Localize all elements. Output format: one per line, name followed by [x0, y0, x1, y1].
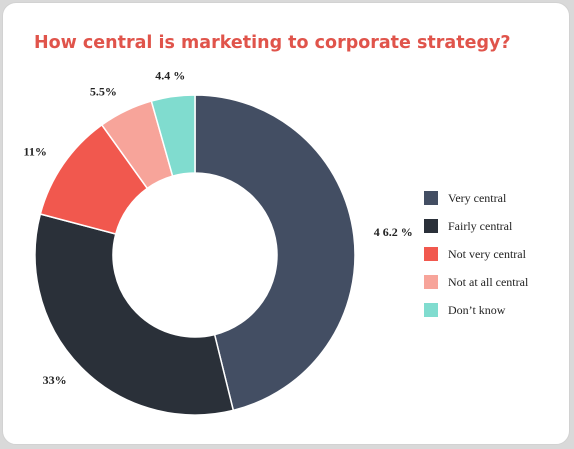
data-label-don-t-know: 4.4 % [155, 68, 185, 82]
chart-legend: Very central Fairly central Not very centr… [424, 191, 564, 331]
chart-title: How central is marketing to corporate st… [34, 33, 511, 53]
legend-label: Very central [448, 190, 507, 205]
legend-label: Don’t know [448, 302, 506, 317]
data-label-not-very-central: 11% [24, 144, 47, 158]
chart-card: How central is marketing to corporate st… [2, 2, 570, 445]
legend-label: Not very central [448, 246, 526, 261]
data-labels: 4 6.2 % 33% 11% 5.5% 4.4 % [24, 68, 413, 386]
donut-slices [34, 94, 356, 416]
legend-item-not-very-central: Not very central [424, 247, 564, 261]
legend-swatch [424, 275, 438, 289]
legend-item-very-central: Very central [424, 191, 564, 205]
slice-very-central [194, 94, 356, 412]
legend-swatch [424, 303, 438, 317]
legend-item-don-t-know: Don’t know [424, 303, 564, 317]
data-label-not-at-all-central: 5.5% [90, 85, 117, 99]
legend-swatch [424, 219, 438, 233]
slice-don-t-know [150, 94, 196, 178]
donut-chart: 4 6.2 % 33% 11% 5.5% 4.4 % [24, 68, 413, 416]
legend-label: Not at all central [448, 274, 529, 289]
slice-fairly-central [34, 213, 235, 416]
data-label-fairly-central: 33% [43, 373, 67, 387]
legend-label: Fairly central [448, 218, 513, 233]
data-label-very-central: 4 6.2 % [374, 225, 413, 239]
legend-swatch [424, 191, 438, 205]
legend-item-not-at-all-central: Not at all central [424, 275, 564, 289]
legend-item-fairly-central: Fairly central [424, 219, 564, 233]
legend-swatch [424, 247, 438, 261]
